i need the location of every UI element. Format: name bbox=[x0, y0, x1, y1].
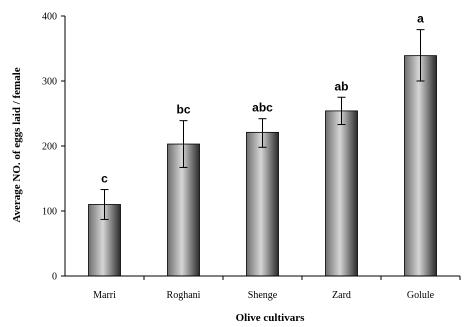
y-ticks-group: 0 100 200 300 400 bbox=[42, 12, 65, 283]
y-tick-label: 400 bbox=[42, 12, 57, 23]
significance-labels-group: c bc abc ab a bbox=[101, 12, 424, 186]
y-tick-label: 100 bbox=[42, 207, 57, 218]
significance-label: bc bbox=[176, 103, 190, 117]
significance-label: a bbox=[417, 12, 424, 26]
bar-shenge bbox=[246, 131, 279, 277]
x-category-labels-group: Marri Roghani Shenge Zard Golule bbox=[93, 276, 461, 301]
significance-label: c bbox=[101, 172, 108, 186]
x-category-label: Marri bbox=[93, 290, 116, 301]
error-bar-zard bbox=[337, 96, 346, 126]
error-bars-group bbox=[100, 29, 425, 220]
x-category-label: Zard bbox=[332, 290, 351, 301]
bar-zard bbox=[325, 110, 358, 277]
x-category-label: Roghani bbox=[167, 290, 201, 301]
y-tick-label: 300 bbox=[42, 77, 57, 88]
y-axis-title: Average NO. of eggs laid / female bbox=[11, 67, 23, 222]
error-bar-golule bbox=[416, 29, 425, 82]
x-category-label: Golule bbox=[407, 290, 435, 301]
y-tick-label: 0 bbox=[52, 272, 57, 283]
bars-group bbox=[88, 55, 437, 277]
error-bar-roghani bbox=[179, 120, 188, 168]
significance-label: ab bbox=[334, 79, 348, 93]
error-bar-shenge bbox=[258, 118, 267, 148]
significance-label: abc bbox=[252, 101, 273, 115]
x-category-label: Shenge bbox=[248, 290, 278, 301]
bar-golule bbox=[404, 55, 437, 277]
x-axis-title: Olive cultivars bbox=[236, 312, 305, 324]
y-tick-label: 200 bbox=[42, 142, 57, 153]
error-bar-marri bbox=[100, 189, 109, 220]
